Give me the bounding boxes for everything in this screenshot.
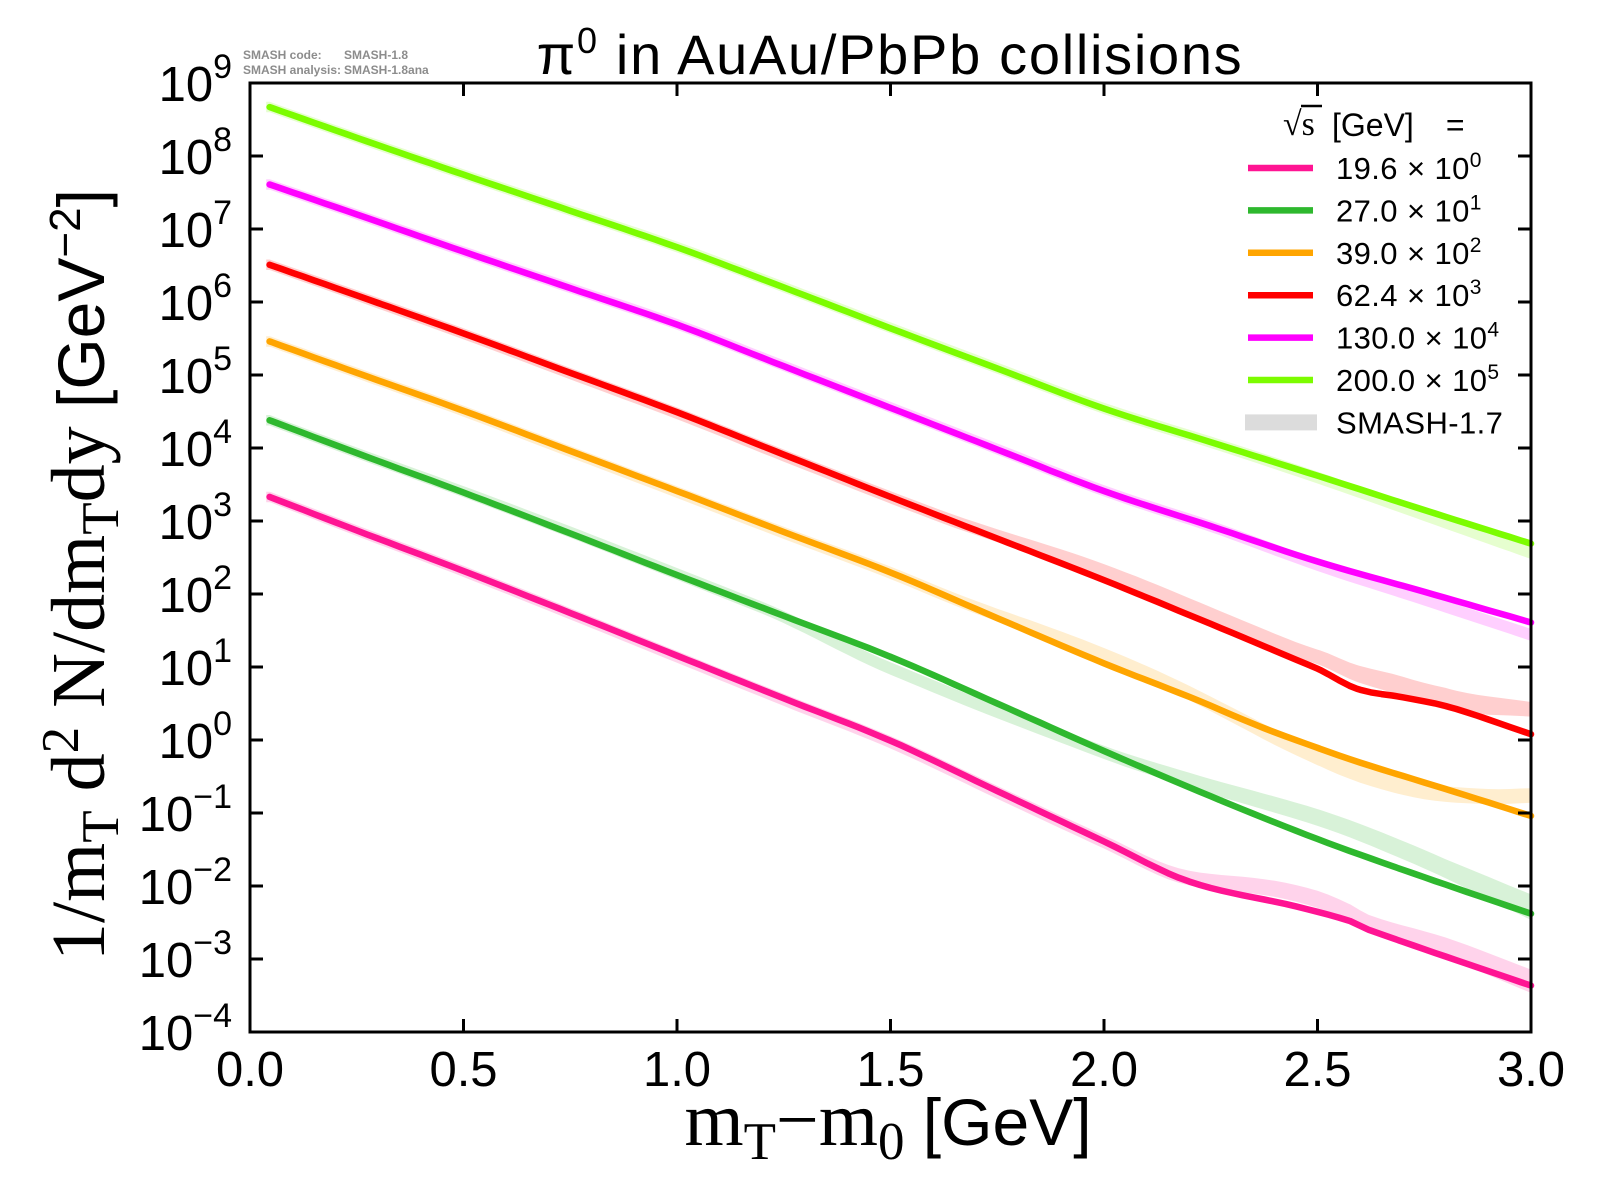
svg-text:3.0: 3.0 bbox=[1497, 1043, 1565, 1097]
svg-text:200.0 × 105: 200.0 × 105 bbox=[1336, 361, 1499, 398]
svg-text:10−3: 10−3 bbox=[139, 924, 232, 988]
svg-text:√s: √s bbox=[1283, 106, 1315, 143]
svg-text:0.0: 0.0 bbox=[216, 1043, 284, 1097]
svg-text:0.5: 0.5 bbox=[429, 1043, 497, 1097]
svg-text:108: 108 bbox=[159, 121, 232, 185]
svg-text:27.0 × 101: 27.0 × 101 bbox=[1336, 191, 1482, 228]
svg-text:SMASH-1.7: SMASH-1.7 bbox=[1336, 405, 1503, 440]
svg-text:1.0: 1.0 bbox=[643, 1043, 711, 1097]
svg-text:SMASH-1.8ana: SMASH-1.8ana bbox=[344, 63, 429, 77]
svg-text:19.6 × 100: 19.6 × 100 bbox=[1336, 149, 1482, 186]
svg-text:2.5: 2.5 bbox=[1283, 1043, 1351, 1097]
svg-text:SMASH code:: SMASH code: bbox=[243, 48, 322, 62]
svg-text:π0 in AuAu/PbPb collisions: π0 in AuAu/PbPb collisions bbox=[537, 20, 1244, 86]
svg-text:2.0: 2.0 bbox=[1070, 1043, 1138, 1097]
svg-text:mT−m0 [GeV]: mT−m0 [GeV] bbox=[684, 1078, 1091, 1171]
svg-text:SMASH analysis:: SMASH analysis: bbox=[243, 63, 341, 77]
svg-text:130.0 × 104: 130.0 × 104 bbox=[1336, 319, 1499, 356]
svg-text:SMASH-1.8: SMASH-1.8 bbox=[344, 48, 408, 62]
svg-text:1/mT d2 N/dmTdy [GeV−2]: 1/mT d2 N/dmTdy [GeV−2] bbox=[32, 189, 130, 961]
svg-text:39.0 × 102: 39.0 × 102 bbox=[1336, 234, 1482, 271]
svg-text:104: 104 bbox=[159, 413, 232, 477]
svg-text:1.5: 1.5 bbox=[856, 1043, 924, 1097]
svg-text:[GeV] =: [GeV] = bbox=[1332, 107, 1465, 143]
svg-text:62.4 × 103: 62.4 × 103 bbox=[1336, 276, 1482, 313]
svg-text:10−1: 10−1 bbox=[139, 778, 232, 842]
